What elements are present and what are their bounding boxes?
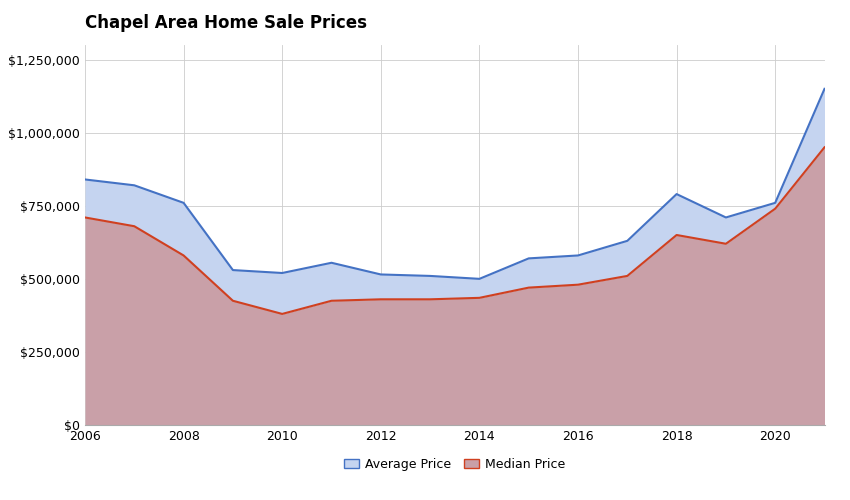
Legend: Average Price, Median Price: Average Price, Median Price <box>339 453 570 476</box>
Text: Chapel Area Home Sale Prices: Chapel Area Home Sale Prices <box>85 14 367 32</box>
